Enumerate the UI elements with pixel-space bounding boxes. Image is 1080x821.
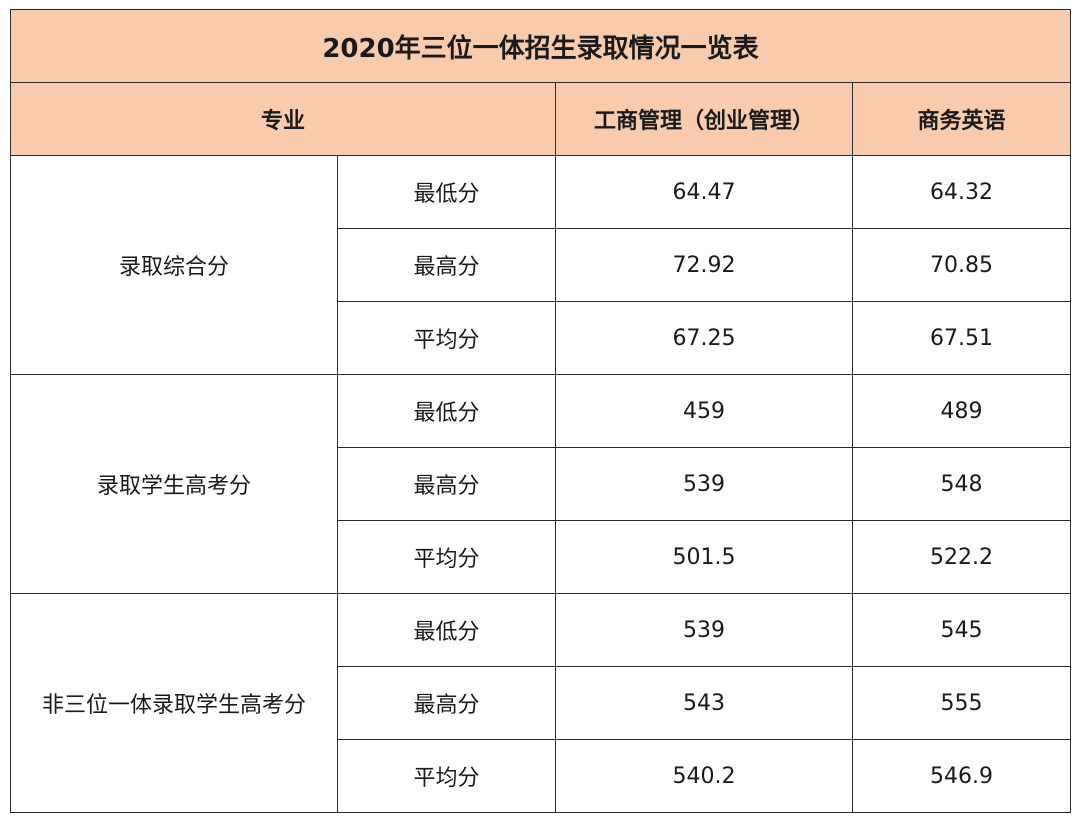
stat-label: 平均分 [337, 301, 556, 375]
value-cell: 522.2 [852, 520, 1071, 594]
value-cell: 539 [555, 593, 853, 667]
value-cell: 545 [852, 593, 1071, 667]
title-row: 2020年三位一体招生录取情况一览表 [10, 9, 1071, 83]
table-row: 录取综合分 最低分 64.47 64.32 [10, 155, 1071, 375]
table-row: 最高分 72.92 70.85 [11, 228, 1071, 302]
value-cell: 67.51 [852, 301, 1071, 375]
table-title: 2020年三位一体招生录取情况一览表 [10, 9, 1071, 83]
table-row: 最高分 539 548 [11, 447, 1071, 521]
stat-label: 平均分 [337, 739, 556, 813]
value-cell: 489 [852, 374, 1071, 448]
value-cell: 543 [555, 666, 853, 740]
value-cell: 540.2 [555, 739, 853, 813]
value-cell: 539 [555, 447, 853, 521]
header-major: 专业 [10, 82, 556, 156]
table-row: 非三位一体录取学生高考分 最低分 539 545 [10, 593, 1071, 813]
value-cell: 64.32 [852, 155, 1071, 229]
value-cell: 555 [852, 666, 1071, 740]
table-row: 平均分 540.2 546.9 [11, 739, 1071, 813]
value-cell: 72.92 [555, 228, 853, 302]
value-cell: 548 [852, 447, 1071, 521]
header-row: 专业 工商管理（创业管理） 商务英语 [10, 82, 1071, 156]
value-cell: 501.5 [555, 520, 853, 594]
group-label: 录取学生高考分 [10, 374, 338, 594]
admission-table: 2020年三位一体招生录取情况一览表 专业 工商管理（创业管理） 商务英语 录取… [10, 9, 1071, 813]
header-business-english: 商务英语 [852, 82, 1071, 156]
table-row: 平均分 501.5 522.2 [11, 520, 1071, 594]
table-row: 最高分 543 555 [11, 666, 1071, 740]
stat-label: 最高分 [337, 228, 556, 302]
stat-label: 最低分 [337, 155, 556, 229]
group-label: 录取综合分 [10, 155, 338, 375]
stat-label: 平均分 [337, 520, 556, 594]
value-cell: 70.85 [852, 228, 1071, 302]
stat-label: 最低分 [337, 593, 556, 667]
value-cell: 459 [555, 374, 853, 448]
group-label: 非三位一体录取学生高考分 [10, 593, 338, 813]
value-cell: 67.25 [555, 301, 853, 375]
table-row: 录取学生高考分 最低分 459 489 [10, 374, 1071, 594]
stat-label: 最高分 [337, 666, 556, 740]
stat-label: 最高分 [337, 447, 556, 521]
value-cell: 546.9 [852, 739, 1071, 813]
header-business-admin: 工商管理（创业管理） [555, 82, 853, 156]
stat-label: 最低分 [337, 374, 556, 448]
value-cell: 64.47 [555, 155, 853, 229]
